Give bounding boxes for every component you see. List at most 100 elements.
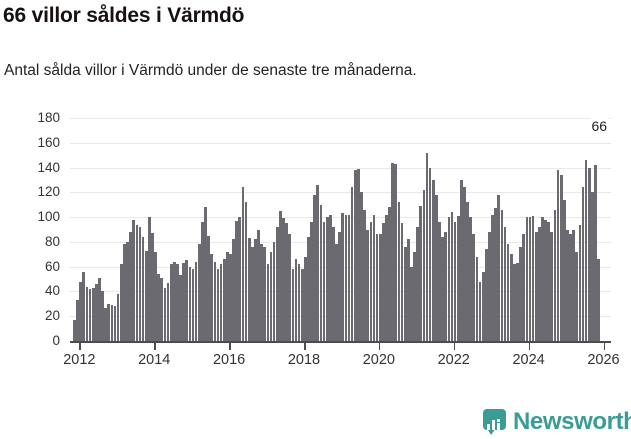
gridline	[70, 217, 611, 219]
y-axis-tick-label: 40	[44, 283, 60, 299]
bar	[522, 234, 526, 341]
bar	[160, 277, 164, 341]
bar	[285, 223, 288, 341]
bar	[463, 187, 466, 341]
bar	[494, 208, 497, 341]
x-axis-tick-label: 2018	[287, 352, 321, 368]
bar	[481, 271, 485, 341]
bar	[235, 220, 239, 341]
bar	[313, 194, 317, 341]
bar	[597, 259, 600, 341]
gridline	[70, 167, 611, 169]
bar	[204, 207, 207, 341]
bar	[300, 269, 304, 341]
bar	[166, 282, 170, 341]
bar	[191, 269, 195, 341]
bar	[360, 192, 363, 341]
bar	[338, 231, 341, 341]
bar	[419, 205, 423, 341]
bar	[132, 219, 136, 341]
bar	[562, 199, 566, 341]
bar	[466, 202, 469, 341]
bar	[172, 261, 176, 341]
y-axis-tick-label: 120	[37, 184, 60, 200]
bar	[123, 244, 126, 341]
x-axis-tick-label: 2026	[587, 352, 620, 368]
bar	[587, 167, 591, 341]
y-axis-tick-label: 0	[52, 333, 60, 348]
bar	[169, 264, 173, 341]
bar	[119, 264, 123, 341]
bar	[391, 162, 395, 341]
bar	[444, 231, 448, 341]
bar	[559, 175, 563, 341]
bar	[79, 281, 83, 341]
bar	[98, 277, 101, 341]
bar	[422, 189, 426, 341]
bar	[453, 222, 457, 341]
bar	[581, 187, 585, 341]
bar	[584, 160, 588, 341]
gridline	[70, 118, 611, 119]
bar	[126, 241, 129, 341]
highlight-value-annotation: 66	[589, 118, 610, 134]
bar	[378, 234, 382, 341]
bar	[257, 229, 260, 341]
bar	[403, 246, 407, 341]
bar	[88, 288, 92, 341]
bar	[151, 233, 154, 341]
x-axis-ticks	[70, 343, 611, 351]
chart-plot-area: 0 20 40 60 80 100 120 140 160 180 2012 2014 2016 201…	[0, 111, 631, 368]
bar	[357, 168, 360, 341]
x-axis-tick	[603, 343, 606, 350]
bar	[388, 207, 391, 341]
bar	[550, 231, 554, 341]
bar	[528, 217, 532, 341]
bar	[135, 224, 139, 341]
x-axis-tick	[229, 343, 231, 350]
bar	[509, 254, 513, 341]
bar	[513, 264, 516, 341]
bar	[104, 307, 107, 341]
bar	[375, 234, 379, 341]
bar	[394, 163, 398, 341]
bar	[85, 286, 89, 341]
y-axis-tick-label: 140	[37, 159, 60, 175]
bar	[575, 251, 579, 341]
y-axis-tick-label: 160	[37, 134, 60, 150]
bar	[541, 217, 544, 341]
bar	[450, 212, 454, 341]
bar	[319, 204, 323, 341]
bar	[400, 223, 404, 341]
bar	[288, 234, 292, 341]
bar	[226, 251, 229, 341]
bar	[304, 256, 307, 341]
bar	[478, 281, 482, 341]
bar	[197, 244, 201, 341]
bar	[279, 210, 282, 341]
bar	[406, 239, 410, 341]
bar	[413, 251, 416, 341]
bar	[266, 264, 270, 341]
bar	[113, 306, 117, 341]
bar	[141, 236, 145, 341]
bar	[372, 214, 376, 341]
bar	[219, 264, 223, 341]
bar	[347, 214, 351, 341]
bar	[263, 246, 267, 341]
gridline	[70, 192, 611, 194]
bar	[591, 192, 594, 341]
x-axis-tick	[378, 343, 381, 350]
bar	[210, 254, 214, 341]
bar	[201, 222, 204, 341]
bar	[382, 223, 385, 341]
bar	[350, 187, 354, 341]
bar	[154, 251, 157, 341]
bar	[297, 264, 301, 341]
bar	[260, 244, 263, 341]
x-axis-tick	[303, 343, 306, 350]
bar	[82, 271, 86, 341]
bar	[556, 170, 560, 341]
bar	[310, 222, 313, 341]
